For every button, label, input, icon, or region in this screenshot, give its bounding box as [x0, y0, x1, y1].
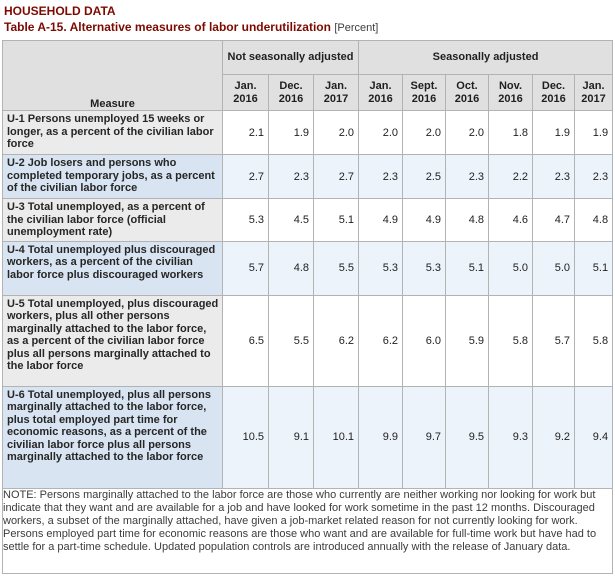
group-header-row: Measure Not seasonally adjusted Seasonal…: [2, 40, 614, 111]
cell-value: 2.0: [358, 110, 403, 155]
group-header-not-seasonally-adjusted: Not seasonally adjusted: [222, 40, 359, 75]
cell-value: 2.2: [488, 154, 533, 199]
cell-value: 2.0: [313, 110, 359, 155]
table-row-u2: U-2 Job losers and persons who completed…: [2, 154, 614, 199]
table-title: Table A-15. Alternative measures of labo…: [4, 20, 331, 34]
cell-value: 5.1: [445, 240, 489, 296]
cell-value: 9.7: [402, 385, 446, 489]
section-kicker: HOUSEHOLD DATA: [4, 4, 116, 18]
table-note-row: NOTE: Persons marginally attached to the…: [1, 487, 614, 574]
cell-value: 5.7: [222, 240, 269, 296]
cell-value: 9.2: [532, 385, 575, 489]
title-block: HOUSEHOLD DATA Table A-15. Alternative m…: [0, 0, 615, 36]
cell-value: 6.2: [358, 294, 403, 387]
cell-value: 4.8: [268, 240, 314, 296]
cell-value: 2.5: [402, 154, 446, 199]
cell-value: 6.0: [402, 294, 446, 387]
cell-value: 2.1: [222, 110, 269, 155]
table-row-u5: U-5 Total unemployed, plus discouraged w…: [2, 294, 614, 387]
column-header-nsa-dec-2016: Dec. 2016: [268, 74, 314, 111]
cell-value: 5.8: [488, 294, 533, 387]
cell-value: 5.9: [445, 294, 489, 387]
cell-value: 5.1: [313, 198, 359, 242]
cell-value: 4.9: [358, 198, 403, 242]
cell-value: 2.3: [268, 154, 314, 199]
cell-value: 5.3: [222, 198, 269, 242]
cell-value: 4.6: [488, 198, 533, 242]
measure-label-u1: U-1 Persons unemployed 15 weeks or longe…: [2, 110, 223, 155]
cell-value: 5.0: [488, 240, 533, 296]
measure-label-u3: U-3 Total unemployed, as a percent of th…: [2, 198, 223, 242]
measure-label-u4: U-4 Total unemployed plus discouraged wo…: [2, 240, 223, 296]
cell-value: 4.9: [402, 198, 446, 242]
column-header-nsa-jan-2017: Jan. 2017: [313, 74, 359, 111]
table-row-u3: U-3 Total unemployed, as a percent of th…: [2, 198, 614, 242]
cell-value: 6.2: [313, 294, 359, 387]
cell-value: 9.5: [445, 385, 489, 489]
cell-value: 2.3: [532, 154, 575, 199]
cell-value: 5.0: [532, 240, 575, 296]
column-header-sa-jan-2016: Jan. 2016: [358, 74, 403, 111]
cell-value: 10.1: [313, 385, 359, 489]
measure-label-u6: U-6 Total unemployed, plus all persons m…: [2, 385, 223, 489]
cell-value: 2.0: [402, 110, 446, 155]
table-row-u4: U-4 Total unemployed plus discouraged wo…: [2, 240, 614, 296]
cell-value: 1.8: [488, 110, 533, 155]
table-title-line: Table A-15. Alternative measures of labo…: [4, 19, 615, 36]
cell-value: 4.5: [268, 198, 314, 242]
cell-value: 2.3: [358, 154, 403, 199]
column-header-sa-sept-2016: Sept. 2016: [402, 74, 446, 111]
cell-value: 9.4: [573, 385, 614, 489]
cell-value: 2.0: [445, 110, 489, 155]
unit-note: [Percent]: [334, 22, 379, 34]
cell-value: 9.9: [358, 385, 403, 489]
cell-value: 10.5: [222, 385, 269, 489]
cell-value: 9.1: [268, 385, 314, 489]
cell-value: 5.1: [573, 240, 614, 296]
column-header-sa-dec-2016: Dec. 2016: [532, 74, 575, 111]
column-header-sa-jan-2017: Jan. 2017: [573, 74, 614, 111]
cell-value: 1.9: [573, 110, 614, 155]
column-header-sa-oct-2016: Oct. 2016: [445, 74, 489, 111]
column-header-sa-nov-2016: Nov. 2016: [488, 74, 533, 111]
group-header-seasonally-adjusted: Seasonally adjusted: [357, 40, 614, 75]
cell-value: 5.8: [573, 294, 614, 387]
cell-value: 2.3: [573, 154, 614, 199]
measure-label-u5: U-5 Total unemployed, plus discouraged w…: [2, 294, 223, 387]
measure-label-u2: U-2 Job losers and persons who completed…: [2, 154, 223, 199]
cell-value: 5.5: [313, 240, 359, 296]
cell-value: 9.3: [488, 385, 533, 489]
column-header-nsa-jan-2016: Jan. 2016: [222, 74, 269, 111]
cell-value: 2.3: [445, 154, 489, 199]
labor-underutilization-table: Measure Not seasonally adjusted Seasonal…: [1, 40, 614, 574]
cell-value: 5.7: [532, 294, 575, 387]
cell-value: 5.3: [358, 240, 403, 296]
cell-value: 2.7: [222, 154, 269, 199]
table-note: NOTE: Persons marginally attached to the…: [1, 487, 614, 574]
cell-value: 6.5: [222, 294, 269, 387]
cell-value: 4.8: [573, 198, 614, 242]
cell-value: 1.9: [532, 110, 575, 155]
cell-value: 4.7: [532, 198, 575, 242]
measure-column-header: Measure: [2, 40, 223, 111]
table-row-u1: U-1 Persons unemployed 15 weeks or longe…: [2, 110, 614, 155]
cell-value: 2.7: [313, 154, 359, 199]
cell-value: 1.9: [268, 110, 314, 155]
cell-value: 4.8: [445, 198, 489, 242]
cell-value: 5.3: [402, 240, 446, 296]
table-row-u6: U-6 Total unemployed, plus all persons m…: [2, 385, 614, 489]
month-header-row: Jan. 2016 Dec. 2016 Jan. 2017 Jan. 2016 …: [3, 74, 614, 111]
cell-value: 5.5: [268, 294, 314, 387]
